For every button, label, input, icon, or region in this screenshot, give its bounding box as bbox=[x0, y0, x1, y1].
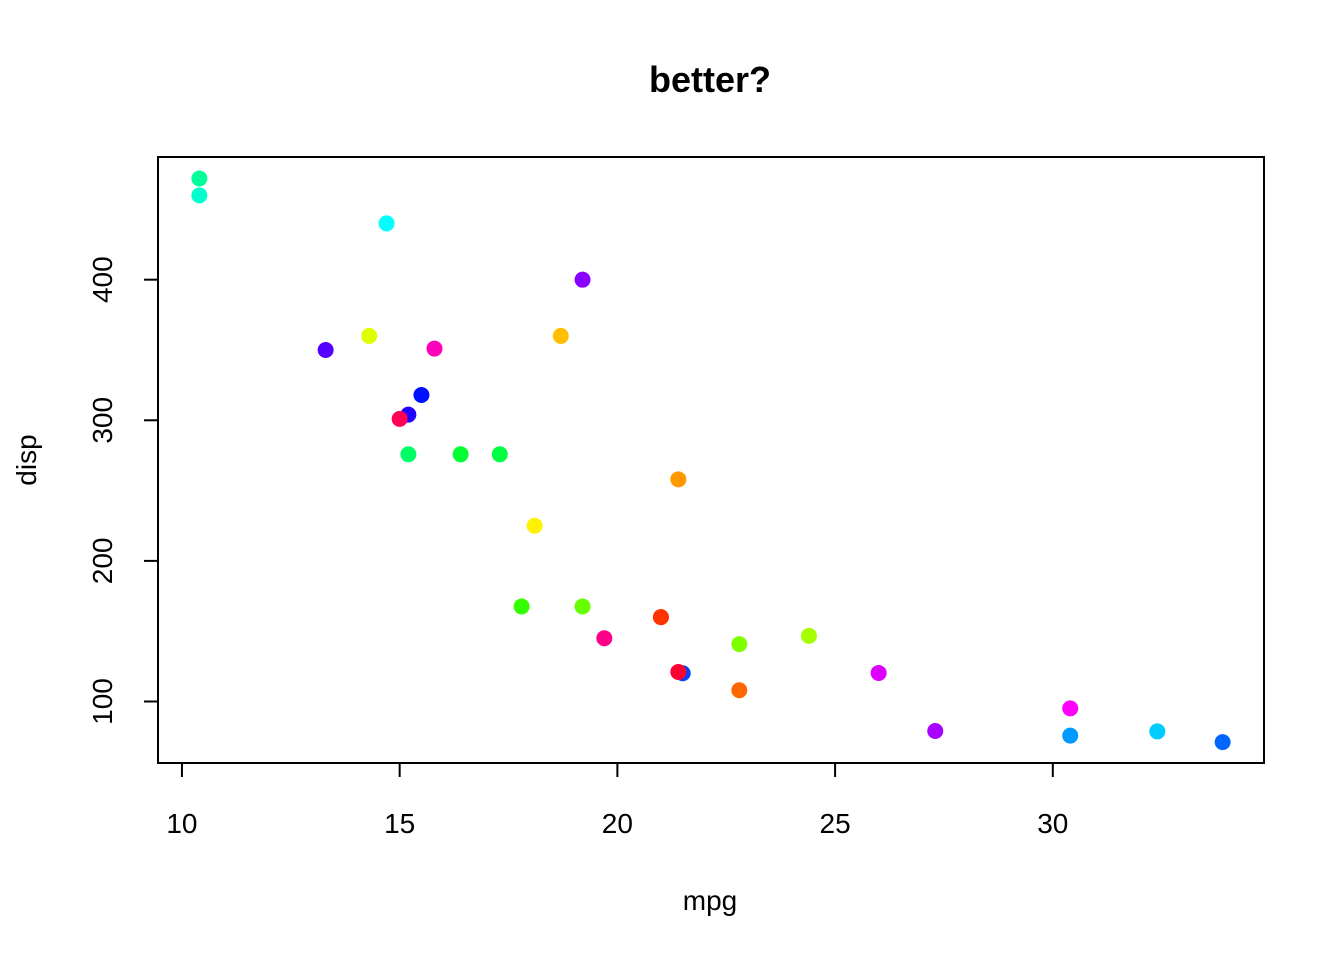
data-point bbox=[361, 327, 378, 344]
data-point bbox=[800, 627, 817, 644]
chart-title: better? bbox=[649, 59, 771, 100]
data-point bbox=[391, 410, 408, 427]
y-tick-label: 400 bbox=[87, 256, 118, 303]
data-point bbox=[1062, 727, 1079, 744]
x-tick-label: 20 bbox=[602, 808, 633, 839]
data-point bbox=[413, 386, 430, 403]
data-point bbox=[574, 598, 591, 615]
data-point bbox=[574, 271, 591, 288]
y-axis-label: disp bbox=[11, 434, 42, 485]
data-point bbox=[670, 471, 687, 488]
data-point bbox=[552, 327, 569, 344]
plot-frame bbox=[157, 156, 1265, 764]
data-point bbox=[652, 609, 669, 626]
data-point bbox=[670, 663, 687, 680]
data-point bbox=[317, 341, 334, 358]
data-point bbox=[513, 598, 530, 615]
y-tick-label: 200 bbox=[87, 538, 118, 585]
x-axis-label: mpg bbox=[683, 885, 737, 916]
data-point bbox=[870, 664, 887, 681]
data-point bbox=[191, 187, 208, 204]
x-tick-label: 30 bbox=[1037, 808, 1068, 839]
data-point bbox=[1062, 700, 1079, 717]
data-point bbox=[596, 630, 613, 647]
y-tick-label: 300 bbox=[87, 397, 118, 444]
data-point bbox=[731, 636, 748, 653]
data-point bbox=[491, 446, 508, 463]
data-points bbox=[191, 170, 1231, 751]
x-tick-label: 15 bbox=[384, 808, 415, 839]
x-tick-label: 10 bbox=[166, 808, 197, 839]
data-point bbox=[452, 446, 469, 463]
data-point bbox=[1214, 734, 1231, 751]
data-point bbox=[927, 723, 944, 740]
x-tick-label: 25 bbox=[820, 808, 851, 839]
y-tick-label: 100 bbox=[87, 678, 118, 725]
data-point bbox=[378, 215, 395, 232]
y-axis: 100 200 300 400 bbox=[87, 256, 159, 725]
data-point bbox=[1149, 723, 1166, 740]
data-point bbox=[400, 446, 417, 463]
data-point bbox=[426, 340, 443, 357]
x-axis: 10 15 20 25 30 bbox=[166, 762, 1068, 839]
data-point bbox=[191, 170, 208, 187]
data-point bbox=[526, 517, 543, 534]
data-point bbox=[731, 682, 748, 699]
